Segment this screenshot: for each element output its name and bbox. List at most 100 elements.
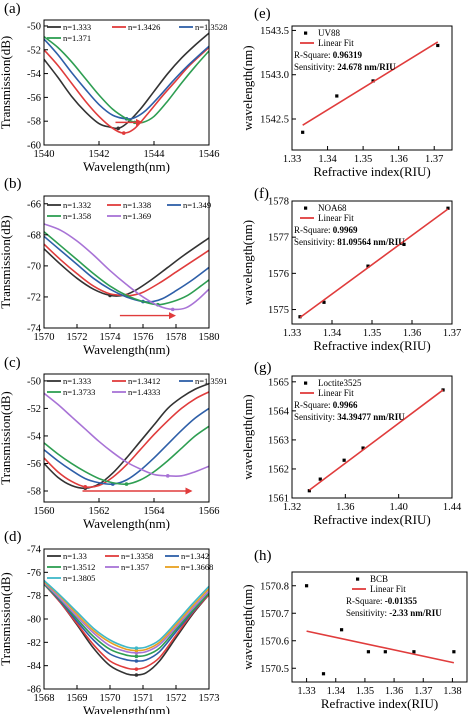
x-axis-label: Refractive index(RIU) — [313, 512, 430, 527]
x-axis-label: Wavelength(nm) — [83, 516, 170, 531]
sensitivity-label: Sensitivity: — [346, 608, 387, 618]
data-point — [321, 672, 326, 676]
r-square-text: R-Square: 0.9969 — [294, 225, 358, 235]
x-tick-label: 1.38 — [443, 686, 461, 697]
plot-area — [307, 388, 445, 493]
y-tick-label: -56 — [27, 459, 41, 470]
series-line-3 — [44, 231, 209, 306]
series-min-point-6 — [134, 646, 139, 650]
y-tick-label: -76 — [27, 568, 41, 579]
data-point — [304, 584, 309, 588]
legend-label: n=1.4333 — [128, 387, 160, 397]
data-point — [322, 300, 326, 304]
series-min-point-4 — [165, 474, 170, 478]
panel-e: (e) 1.33 1.34 1.35 1.36 1.37 1542.5 1543.0 1543.… — [240, 6, 453, 179]
x-tick-label: 1544 — [144, 149, 166, 160]
plot-area — [301, 41, 440, 134]
x-axis-label: Refractive index(RIU) — [313, 338, 430, 353]
x-tick-label: 1.35 — [354, 154, 372, 165]
x-tick-label: 1.40 — [389, 502, 407, 513]
y-tick-label: -54 — [27, 431, 42, 442]
x-tick-label: 1.34 — [327, 686, 346, 697]
shift-arrow-head — [169, 312, 176, 320]
legend-label: Linear Fit — [318, 38, 354, 48]
plot-area — [44, 579, 209, 677]
shift-arrow-head — [136, 118, 143, 126]
y-tick-label: -86 — [27, 685, 41, 696]
y-tick-label: -56 — [27, 93, 41, 104]
y-axis-label: wavelength(nm) — [240, 45, 255, 130]
y-tick-label: -58 — [27, 117, 41, 128]
y-tick-label: -54 — [27, 69, 42, 80]
series-line-0 — [44, 583, 209, 676]
plot-area — [44, 32, 209, 135]
x-tick-label: 1571 — [133, 693, 154, 704]
sensitivity-text: Sensitivity: 34.39477 nm/RIU — [294, 412, 405, 422]
panel-h: (h) 1.33 1.34 1.35 1.36 1.37 1.38 1570.5 1570.6 1… — [240, 548, 468, 711]
y-tick-label: -74 — [27, 324, 42, 335]
series-line-1 — [44, 243, 209, 297]
plot-frame — [43, 19, 210, 146]
plot-area — [304, 584, 456, 676]
x-tick-label: 1569 — [67, 693, 88, 704]
panel-a: (a) 1540 1542 1544 1546 -50 -52 -54 -56 -58 -60 Wav… — [0, 1, 227, 174]
legend-label: n=1.3591 — [195, 376, 227, 386]
legend-point-swatch — [304, 31, 308, 35]
x-tick-label: 1566 — [199, 506, 220, 517]
series-line-4 — [44, 223, 209, 311]
legend-label: n=1.3805 — [63, 573, 95, 583]
y-axis-label: wavelength(nm) — [240, 584, 255, 669]
y-axis-label: Transmission(dB) — [0, 391, 13, 484]
legend-label: UV88 — [318, 28, 340, 38]
x-tick-label: 1540 — [34, 149, 55, 160]
x-tick-label: 1.33 — [297, 686, 315, 697]
shift-arrow-head — [185, 487, 193, 495]
x-tick-label: 1.44 — [443, 502, 462, 513]
legend-label: n=1.332 — [63, 200, 91, 210]
series-line-4 — [44, 582, 209, 654]
series-min-point-3 — [124, 482, 129, 486]
sensitivity-value: 34.39477 nm/RIU — [337, 412, 405, 422]
x-tick-label: 1578 — [166, 332, 187, 343]
data-point — [301, 130, 305, 134]
legend-label: NOA68 — [318, 203, 347, 213]
x-axis-label: Wavelength(nm) — [83, 342, 170, 357]
series-line-4 — [44, 392, 209, 478]
data-point — [318, 477, 322, 481]
y-tick-label: 1561 — [268, 494, 289, 505]
series-min-point-4 — [170, 307, 175, 312]
data-point — [383, 650, 387, 654]
plot-area — [44, 223, 209, 312]
legend-label: n=1.333 — [63, 22, 91, 32]
legend-label: n=1.357 — [121, 562, 149, 572]
sensitivity-text: Sensitivity: 81.09564 nm/RIU — [294, 237, 405, 247]
y-tick-label: 1543.0 — [260, 70, 289, 81]
y-tick-label: 1570.5 — [260, 664, 289, 675]
plot-frame — [291, 375, 453, 499]
y-tick-label: 1570.8 — [260, 581, 289, 592]
series-line-2 — [44, 407, 209, 486]
linear-fit-line — [306, 630, 455, 664]
x-tick-label: 1.34 — [318, 154, 337, 165]
data-point — [335, 94, 339, 98]
legend-label: n=1.3412 — [128, 376, 160, 386]
series-line-2 — [44, 583, 209, 662]
x-tick-label: 1.36 — [403, 328, 421, 339]
x-tick-label: 1.32 — [283, 502, 301, 513]
y-tick-label: -50 — [27, 376, 41, 387]
r-square-label: R-Square: — [294, 50, 331, 60]
panel-c: (c) 1560 1562 1564 1566 -50 -52 -54 -56 -58 Wavele… — [0, 355, 227, 531]
panel-b: (b) 1570 1572 1574 1576 1578 1580 -66 -68 -70 -72 -… — [0, 176, 220, 357]
x-tick-label: 1572 — [166, 693, 187, 704]
legend-label: n=1.358 — [63, 211, 91, 221]
legend-label: n=1.3358 — [121, 551, 153, 561]
y-tick-label: 1570.6 — [260, 636, 289, 647]
y-tick-label: 1578 — [268, 197, 289, 208]
sensitivity-label: Sensitivity: — [294, 412, 335, 422]
panel-d: (d) 1568 1569 1570 1571 1572 1573 -74 -76 -78 -80 -… — [0, 529, 220, 714]
y-axis-label: Transmission(dB) — [0, 215, 13, 308]
panel-f: (f) 1.33 1.34 1.35 1.36 1.37 1575 1576 1577 1578 R… — [240, 186, 461, 353]
y-tick-label: -70 — [27, 261, 41, 272]
y-axis-label: Transmission(dB) — [0, 36, 13, 129]
